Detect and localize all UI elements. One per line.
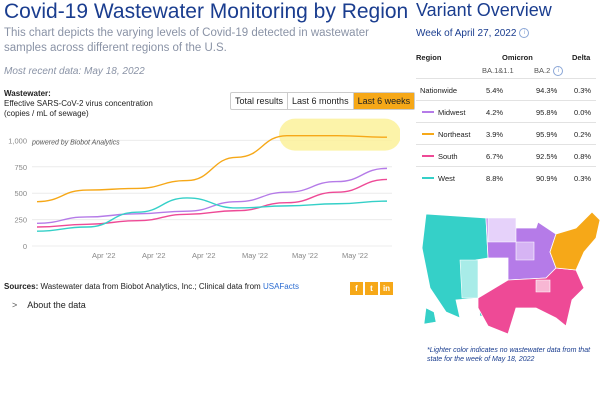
row-delta: 0.3%	[574, 86, 592, 95]
row-delta: 0.2%	[574, 130, 592, 139]
sources-text: Wastewater data from Biobot Analytics, I…	[40, 282, 261, 291]
series-line-northeast	[36, 134, 388, 203]
table-divider	[416, 166, 596, 167]
row-delta: 0.8%	[574, 152, 592, 161]
variant-week-label: Week of April 27, 2022	[416, 28, 517, 39]
x-tick-label: May '22	[342, 251, 368, 260]
table-divider	[416, 78, 596, 79]
wastewater-line-chart: 0 250 500 750 1,000 Apr '22 Apr '22 Apr '22 May …	[8, 118, 400, 260]
header-delta: Delta	[572, 53, 591, 62]
table-divider	[416, 100, 596, 101]
map-state-midwest-light[interactable]	[487, 217, 517, 243]
row-ba2: 90.9%	[536, 174, 558, 183]
range-total-results-button[interactable]: Total results	[231, 93, 289, 109]
row-region: Northeast	[438, 130, 471, 139]
map-footnote: *Lighter color indicates no wastewater d…	[427, 347, 591, 363]
range-last-6-months-button[interactable]: Last 6 months	[288, 93, 354, 109]
row-ba2: 92.5%	[536, 152, 558, 161]
row-region: Nationwide	[420, 86, 458, 95]
page-title: Covid-19 Wastewater Monitoring by Region	[4, 0, 409, 23]
series-line-west	[36, 197, 388, 232]
y-tick-label: 0	[23, 242, 27, 251]
y-tick-label: 1,000	[8, 136, 27, 145]
series-line-midwest	[36, 167, 388, 224]
sources-label: Sources:	[4, 282, 39, 291]
range-last-6-weeks-button[interactable]: Last 6 weeks	[353, 93, 415, 109]
header-omicron: Omicron	[502, 53, 533, 62]
y-tick-label: 500	[14, 189, 27, 198]
chart-watermark: powered by Biobot Analytics	[31, 139, 120, 146]
map-state-south-light[interactable]	[535, 279, 551, 293]
wastewater-heading: Wastewater:	[4, 89, 51, 98]
wastewater-line1: Effective SARS-CoV-2 virus concentration	[4, 99, 153, 108]
row-ba1: 8.8%	[486, 174, 504, 183]
usafacts-link[interactable]: USAFacts	[262, 282, 299, 291]
wastewater-label: Wastewater: Effective SARS-CoV-2 virus c…	[4, 89, 153, 119]
y-tick-label: 750	[14, 163, 27, 172]
x-tick-label: Apr '22	[142, 251, 166, 260]
header-ba2: BA.2 i	[534, 66, 564, 77]
x-tick-label: May '22	[292, 251, 318, 260]
legend-swatch	[422, 177, 434, 179]
twitter-icon[interactable]: t	[365, 282, 378, 295]
table-divider	[416, 122, 596, 123]
header-ba2-label: BA.2	[534, 66, 551, 75]
time-range-selector: Total results Last 6 months Last 6 weeks	[230, 92, 416, 110]
row-ba1: 6.7%	[486, 152, 504, 161]
row-ba1: 4.2%	[486, 108, 504, 117]
row-delta: 0.3%	[574, 174, 592, 183]
chevron-right-icon: >	[12, 300, 18, 310]
x-tick-label: Apr '22	[192, 251, 216, 260]
about-label: About the data	[27, 300, 86, 310]
row-region: Midwest	[438, 108, 466, 117]
info-icon[interactable]: i	[519, 28, 530, 39]
row-ba1: 3.9%	[486, 130, 504, 139]
page-description: This chart depicts the varying levels of…	[4, 27, 369, 54]
facebook-icon[interactable]: f	[350, 282, 363, 295]
peak-highlight	[279, 118, 400, 151]
row-ba2: 95.8%	[536, 108, 558, 117]
row-ba2: 95.9%	[536, 130, 558, 139]
variant-week: Week of April 27, 2022 i	[416, 28, 530, 39]
map-region-south[interactable]	[477, 267, 585, 335]
map-state-west-light[interactable]	[459, 259, 479, 299]
legend-swatch	[422, 133, 434, 135]
table-divider	[416, 144, 596, 145]
sources-line: Sources: Wastewater data from Biobot Ana…	[4, 282, 299, 291]
legend-swatch	[422, 155, 434, 157]
map-state-midwest-light[interactable]	[515, 241, 535, 261]
map-region-northeast[interactable]	[549, 211, 600, 271]
about-the-data-toggle[interactable]: > About the data	[12, 300, 86, 310]
legend-swatch	[422, 111, 434, 113]
linkedin-icon[interactable]: in	[380, 282, 393, 295]
map-state-alaska[interactable]	[423, 307, 437, 325]
row-ba1: 5.4%	[486, 86, 504, 95]
header-region: Region	[416, 53, 442, 62]
x-tick-label: May '22	[242, 251, 268, 260]
y-tick-label: 250	[14, 216, 27, 225]
recent-data-date: Most recent data: May 18, 2022	[4, 66, 145, 77]
x-tick-label: Apr '22	[92, 251, 116, 260]
row-delta: 0.0%	[574, 108, 592, 117]
us-regions-map	[421, 211, 600, 335]
row-region: West	[438, 174, 455, 183]
wastewater-line2: (copies / mL of sewage)	[4, 109, 89, 118]
info-icon[interactable]: i	[553, 66, 564, 77]
share-buttons: f t in	[350, 282, 393, 295]
variant-title: Variant Overview	[416, 0, 552, 20]
row-ba2: 94.3%	[536, 86, 558, 95]
header-ba1: BA.1&1.1	[482, 66, 514, 75]
row-region: South	[438, 152, 458, 161]
series-line-south	[36, 178, 388, 228]
